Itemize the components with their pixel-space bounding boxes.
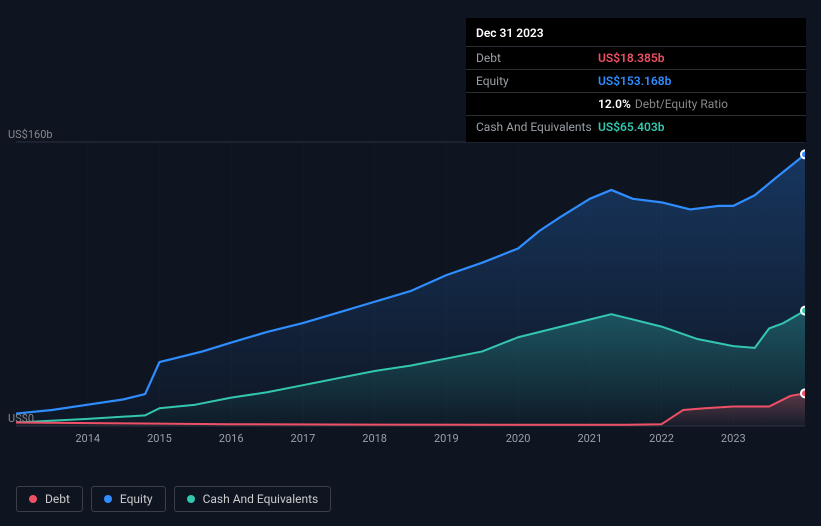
legend-dot-icon xyxy=(187,495,195,503)
tooltip-row-label: Equity xyxy=(476,74,598,88)
tooltip-row-value: US$18.385b xyxy=(598,51,665,65)
legend-item[interactable]: Equity xyxy=(91,486,166,512)
tooltip-panel: Dec 31 2023 DebtUS$18.385bEquityUS$153.1… xyxy=(466,18,806,142)
y-axis-tick-label: US$160b xyxy=(8,128,53,141)
tooltip-row-value: US$153.168b xyxy=(598,74,671,88)
legend-dot-icon xyxy=(104,495,112,503)
x-axis-tick-label: 2016 xyxy=(219,432,244,445)
tooltip-row-value: 12.0%Debt/Equity Ratio xyxy=(598,97,728,111)
x-axis-tick-label: 2020 xyxy=(506,432,531,445)
area-chart-svg xyxy=(16,124,805,446)
tooltip-row: Cash And EquivalentsUS$65.403b xyxy=(466,115,806,138)
tooltip-row-label: Debt xyxy=(476,51,598,65)
legend-label: Equity xyxy=(120,492,153,506)
legend-label: Cash And Equivalents xyxy=(203,492,319,506)
x-axis-tick-label: 2021 xyxy=(577,432,602,445)
legend-dot-icon xyxy=(29,495,37,503)
y-axis-tick-label: US$0 xyxy=(8,412,34,425)
tooltip-row-label: Cash And Equivalents xyxy=(476,120,598,134)
x-axis-tick-label: 2022 xyxy=(649,432,674,445)
legend-item[interactable]: Cash And Equivalents xyxy=(174,486,332,512)
tooltip-row-sub: Debt/Equity Ratio xyxy=(635,97,728,111)
x-axis-labels: 2014 2015 2016 2017 2018 2019 2020 2021 2022 2023 xyxy=(16,432,805,446)
tooltip-row: EquityUS$153.168b xyxy=(466,69,806,92)
tooltip-rows: DebtUS$18.385bEquityUS$153.168b12.0%Debt… xyxy=(466,46,806,138)
chart-area: 2014 2015 2016 2017 2018 2019 2020 2021 2022 2023 xyxy=(16,124,805,446)
chart-legend: Debt Equity Cash And Equivalents xyxy=(16,486,331,512)
tooltip-row: 12.0%Debt/Equity Ratio xyxy=(466,92,806,115)
legend-item[interactable]: Debt xyxy=(16,486,83,512)
x-axis-tick-label: 2014 xyxy=(75,432,100,445)
tooltip-row: DebtUS$18.385b xyxy=(466,46,806,69)
tooltip-row-value: US$65.403b xyxy=(598,120,665,134)
x-axis-tick-label: 2018 xyxy=(362,432,387,445)
x-axis-tick-label: 2015 xyxy=(147,432,172,445)
legend-label: Debt xyxy=(45,492,70,506)
x-axis-tick-label: 2023 xyxy=(721,432,746,445)
x-axis-tick-label: 2019 xyxy=(434,432,459,445)
tooltip-date: Dec 31 2023 xyxy=(466,18,806,46)
x-axis-tick-label: 2017 xyxy=(291,432,316,445)
tooltip-row-label xyxy=(476,97,598,111)
